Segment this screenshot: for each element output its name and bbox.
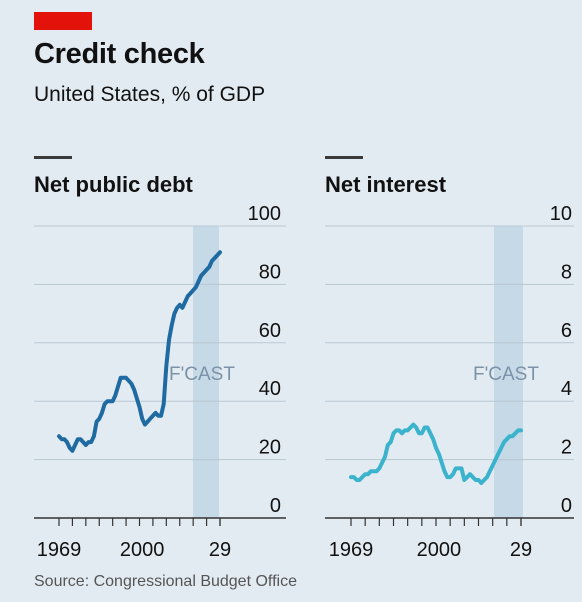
y-tick-label: 0 [270, 495, 281, 517]
panel-title: Net interest [325, 172, 447, 197]
forecast-label: F'CAST [169, 364, 235, 385]
y-tick-label: 100 [248, 203, 281, 225]
y-tick-label: 8 [561, 261, 572, 283]
x-tick-label: 1969 [37, 539, 82, 560]
x-tick-label: 29 [510, 539, 532, 560]
source-note: Source: Congressional Budget Office [34, 573, 297, 590]
x-tick-label: 2000 [120, 539, 165, 560]
legend-tag [325, 156, 363, 159]
x-tick-label: 2000 [417, 539, 462, 560]
y-tick-label: 2 [561, 437, 572, 459]
series-line [57, 250, 222, 453]
y-tick-label: 4 [561, 378, 572, 400]
chart-panel-net-interest: Net interest 0 2 4 6 8 10 1969 2000 29 F'CAST [325, 156, 574, 560]
forecast-band [193, 226, 219, 518]
y-tick-label: 40 [259, 378, 281, 400]
y-tick-label: 6 [561, 320, 572, 342]
y-tick-label: 0 [561, 495, 572, 517]
panel-title: Net public debt [34, 172, 194, 197]
x-tick-label: 1969 [329, 539, 374, 560]
brand-red-tag [34, 12, 92, 30]
y-tick-label: 60 [259, 320, 281, 342]
page-subtitle: United States, % of GDP [34, 83, 266, 106]
y-tick-label: 20 [259, 437, 281, 459]
legend-tag [34, 156, 72, 159]
forecast-band [494, 226, 523, 518]
chart-panel-net-public-debt: Net public debt 0 20 40 60 80 100 1969 2000 29 F'C… [34, 156, 286, 560]
page-title: Credit check [34, 38, 205, 70]
forecast-label: F'CAST [473, 364, 539, 385]
y-tick-label: 10 [550, 203, 572, 225]
x-tick-label: 29 [209, 539, 231, 560]
series-line [349, 422, 523, 485]
y-tick-label: 80 [259, 261, 281, 283]
